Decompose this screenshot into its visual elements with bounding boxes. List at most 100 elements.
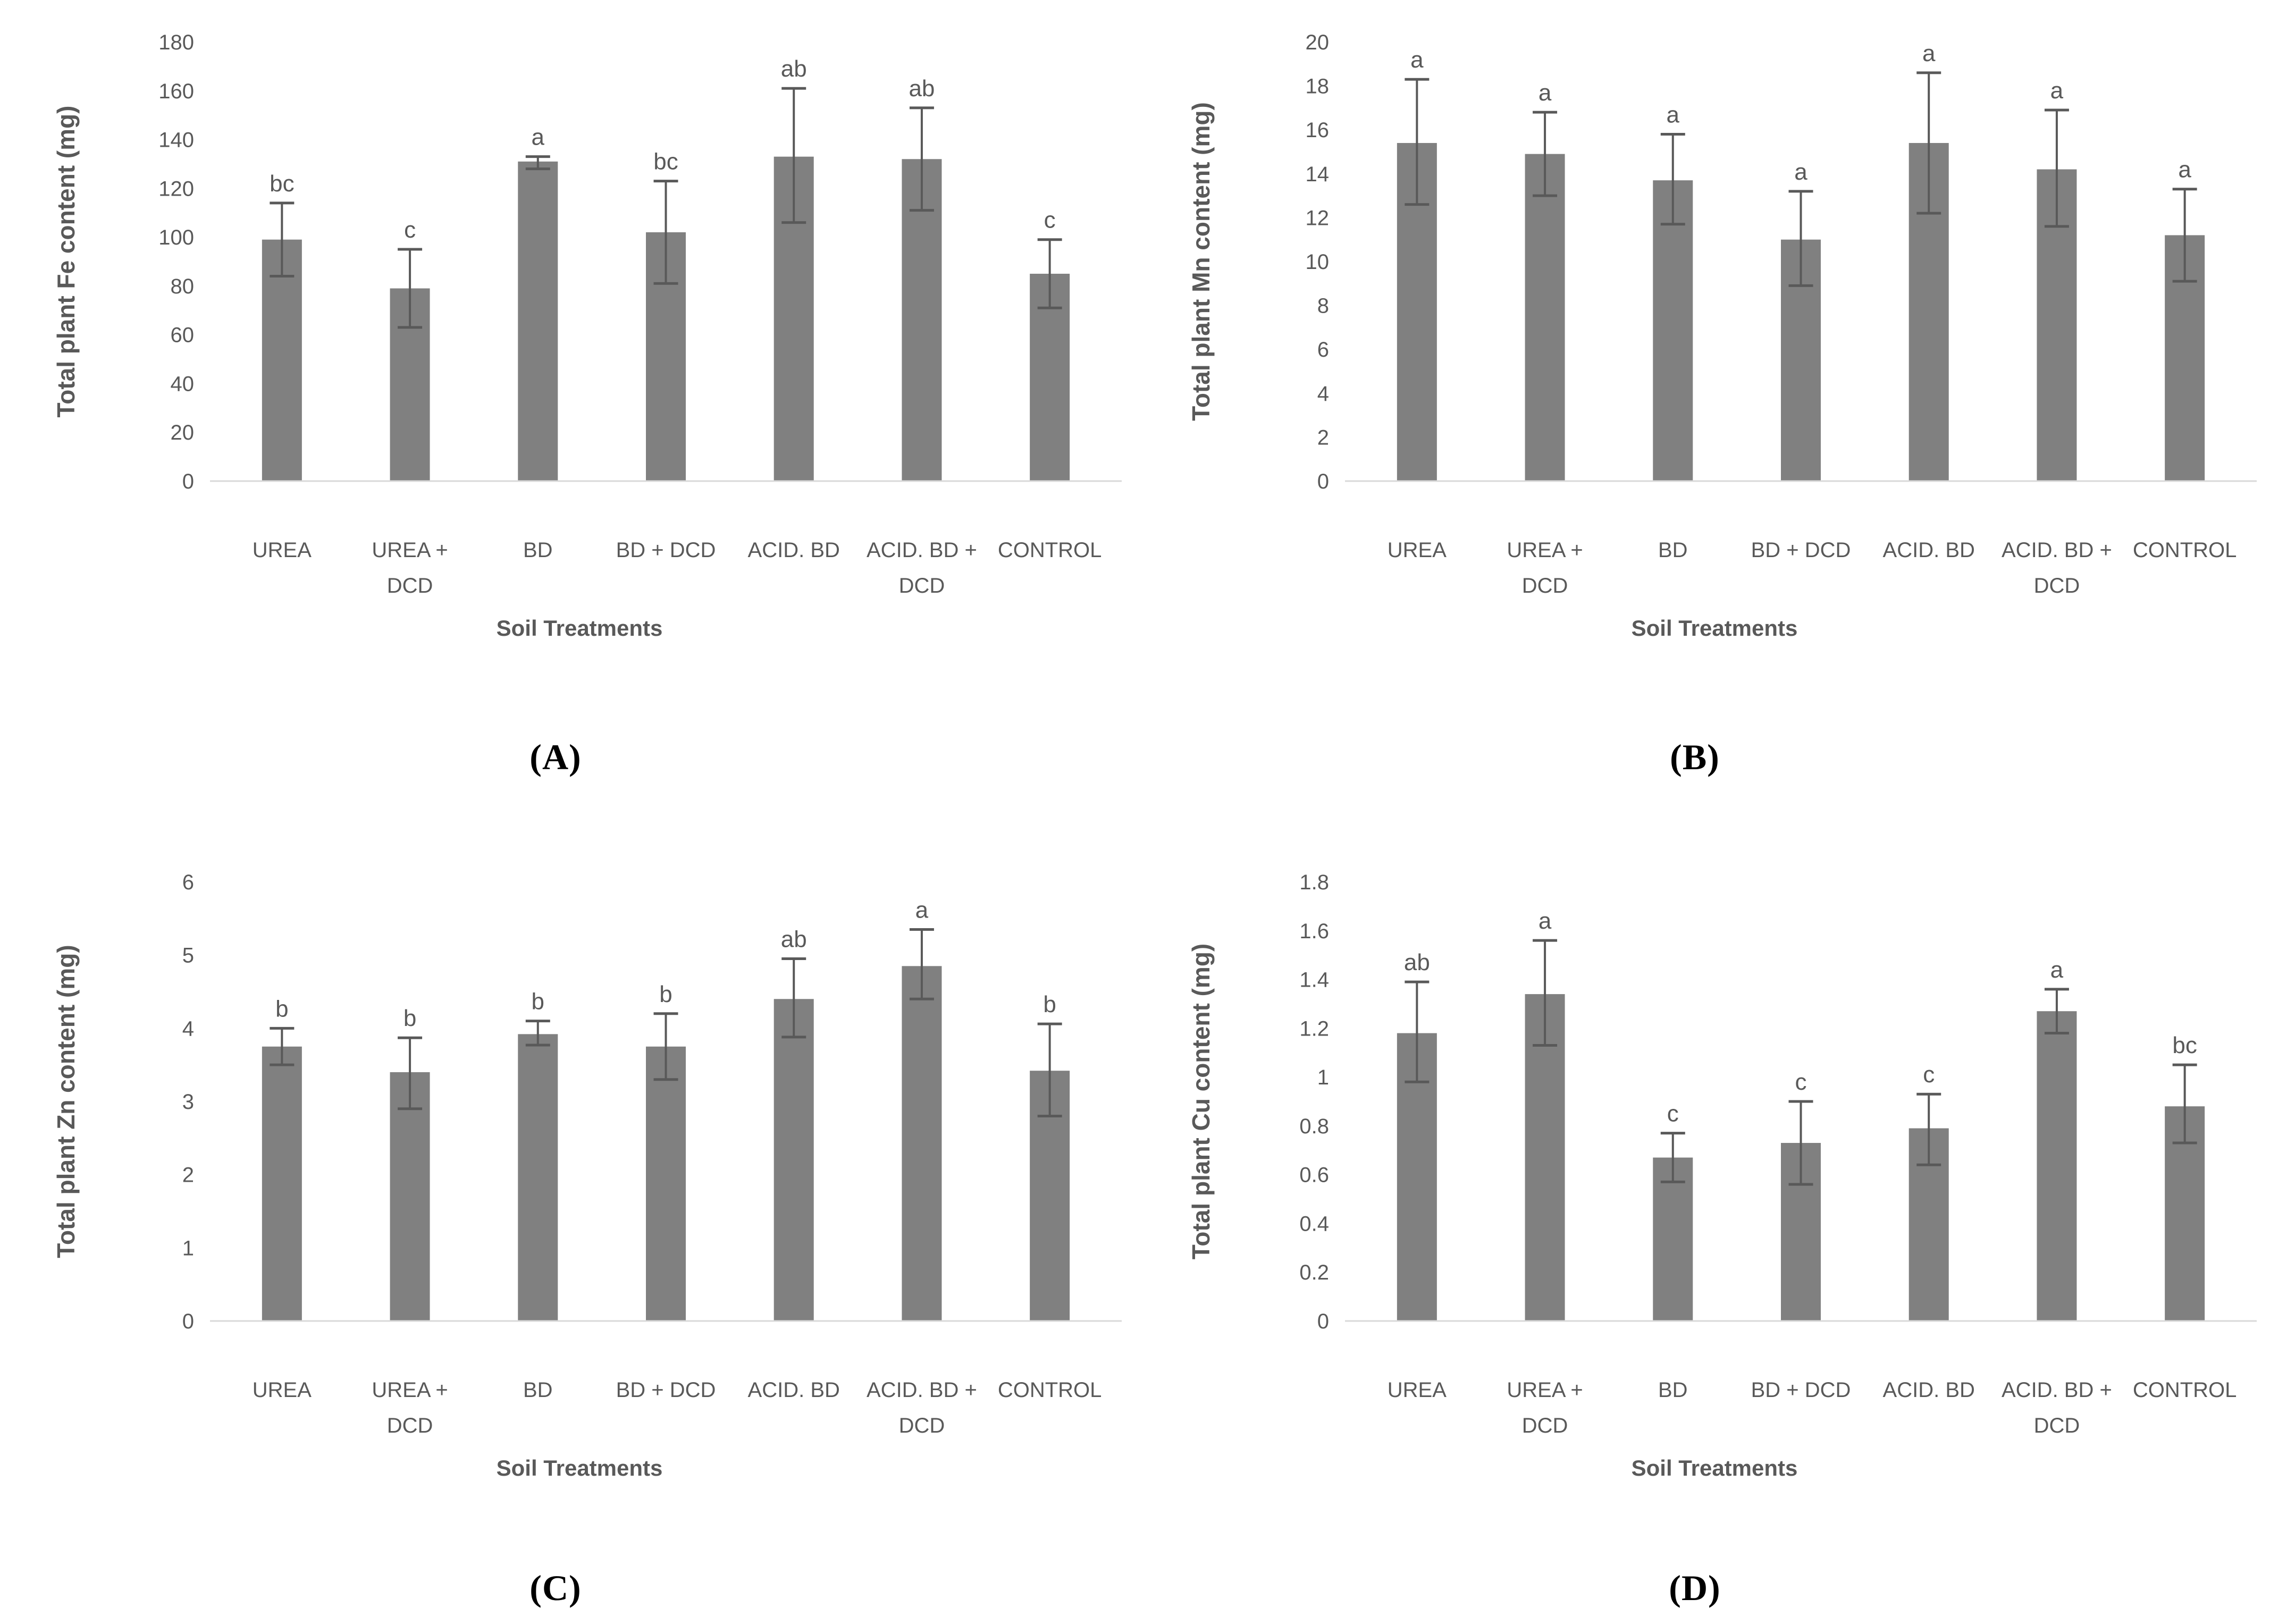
y-axis-title: Total plant Fe content (mg) <box>52 106 80 418</box>
category-label: DCD <box>899 574 945 598</box>
category-label: BD + DCD <box>616 1378 716 1402</box>
ytick-label: 6 <box>182 871 194 894</box>
sig-letter: a <box>1410 47 1424 73</box>
ytick-label: 12 <box>1306 206 1330 230</box>
sig-letter: b <box>532 989 544 1015</box>
category-label: BD <box>523 538 553 562</box>
ytick-label: 1.4 <box>1299 969 1329 992</box>
ytick-label: 4 <box>1317 382 1329 406</box>
category-label: CONTROL <box>2133 1378 2237 1402</box>
sig-letter: b <box>403 1005 416 1031</box>
bar <box>774 999 814 1321</box>
category-label: UREA + <box>1507 1378 1583 1402</box>
category-label: ACID. BD <box>1883 538 1975 562</box>
category-label: UREA + <box>372 1378 448 1402</box>
category-label: DCD <box>387 1414 433 1437</box>
sig-letter: bc <box>653 149 678 175</box>
ytick-label: 0.6 <box>1299 1164 1329 1187</box>
sig-letter: bc <box>2172 1032 2197 1058</box>
zn-bar-chart: 0 1 2 3 4 5 6 Total plant Zn content (mg) b UREA b… <box>52 871 1122 1480</box>
ytick-label: 120 <box>158 177 194 200</box>
category-label: BD <box>1658 1378 1688 1402</box>
ytick-label: 40 <box>171 372 195 396</box>
panel-label-c: (C) <box>529 1568 582 1608</box>
category-label: ACID. BD <box>748 1378 840 1402</box>
ytick-label: 60 <box>171 324 195 347</box>
category-label: UREA + <box>372 538 448 562</box>
category-label: DCD <box>1522 574 1568 598</box>
ytick-label: 6 <box>1317 338 1329 361</box>
ytick-label: 0 <box>1317 470 1329 493</box>
ytick-label: 1 <box>1317 1066 1329 1089</box>
ytick-label: 1.2 <box>1299 1017 1329 1040</box>
ytick-label: 0.4 <box>1299 1212 1329 1235</box>
ytick-label: 2 <box>1317 426 1329 449</box>
x-axis-title: Soil Treatments <box>1632 1455 1798 1480</box>
sig-letter: ab <box>781 927 807 953</box>
category-label: ACID. BD + <box>2002 1378 2112 1402</box>
sig-letter: c <box>1923 1062 1935 1088</box>
x-axis-title: Soil Treatments <box>497 1455 663 1480</box>
sig-letter: c <box>1795 1069 1807 1095</box>
category-label: DCD <box>1522 1414 1568 1437</box>
ytick-label: 5 <box>182 944 194 967</box>
ytick-label: 0 <box>1317 1310 1329 1333</box>
sig-letter: a <box>1538 908 1552 934</box>
ytick-label: 10 <box>1306 250 1330 274</box>
category-label: CONTROL <box>998 1378 1102 1402</box>
category-label: ACID. BD <box>1883 1378 1975 1402</box>
category-label: UREA <box>253 1378 312 1402</box>
sig-letter: c <box>1667 1101 1679 1127</box>
panel-label-b: (B) <box>1670 737 1720 777</box>
category-label: CONTROL <box>2133 538 2237 562</box>
sig-letter: b <box>659 981 672 1007</box>
ytick-label: 2 <box>182 1164 194 1187</box>
ytick-label: 1.8 <box>1299 871 1329 894</box>
ytick-label: 180 <box>158 31 194 54</box>
sig-letter: a <box>532 124 545 150</box>
ytick-label: 0 <box>182 1310 194 1333</box>
ytick-label: 0 <box>182 470 194 493</box>
category-label: ACID. BD + <box>867 1378 977 1402</box>
panel-zn-chart: 0 1 2 3 4 5 6 Total plant Zn content (mg) b UREA b… <box>21 840 1135 1504</box>
category-label: ACID. BD + <box>2002 538 2112 562</box>
x-axis-title: Soil Treatments <box>497 616 663 641</box>
panel-label-d: (D) <box>1669 1568 1721 1608</box>
ytick-label: 16 <box>1306 119 1330 142</box>
category-label: BD + DCD <box>1751 1378 1851 1402</box>
category-label: UREA + <box>1507 538 1583 562</box>
category-label: DCD <box>2034 1414 2080 1437</box>
sig-letter: a <box>915 897 929 923</box>
bar <box>1653 180 1693 481</box>
ytick-label: 140 <box>158 129 194 152</box>
panel-cu-chart: 0 0.2 0.4 0.6 0.8 1 1.2 1.4 1.6 1.8 Total plant Cu… <box>1156 840 2270 1504</box>
mn-bar-chart: 0 2 4 6 8 10 12 14 16 18 20 Total plant Mn content … <box>1187 31 2257 641</box>
category-label: BD + DCD <box>616 538 716 562</box>
category-label: BD <box>1658 538 1688 562</box>
sig-letter: ab <box>909 75 935 102</box>
ytick-label: 160 <box>158 80 194 103</box>
y-axis-title: Total plant Zn content (mg) <box>52 945 80 1258</box>
ytick-label: 100 <box>158 226 194 249</box>
sig-letter: a <box>2178 157 2191 183</box>
ytick-label: 80 <box>171 275 195 298</box>
bar <box>262 239 302 481</box>
ytick-label: 1 <box>182 1236 194 1260</box>
sig-letter: bc <box>270 171 294 197</box>
category-label: UREA <box>253 538 312 562</box>
category-label: UREA <box>1388 538 1447 562</box>
ytick-label: 4 <box>182 1017 194 1040</box>
category-label: ACID. BD <box>748 538 840 562</box>
bar <box>390 1072 430 1321</box>
category-label: BD + DCD <box>1751 538 1851 562</box>
category-label: DCD <box>387 574 433 598</box>
bar <box>518 1034 558 1321</box>
category-label: UREA <box>1388 1378 1447 1402</box>
category-label: ACID. BD + <box>867 538 977 562</box>
bar <box>1525 154 1565 481</box>
sig-letter: b <box>275 996 288 1022</box>
sig-letter: a <box>1667 102 1680 128</box>
ytick-label: 8 <box>1317 294 1329 318</box>
sig-letter: b <box>1043 991 1056 1017</box>
